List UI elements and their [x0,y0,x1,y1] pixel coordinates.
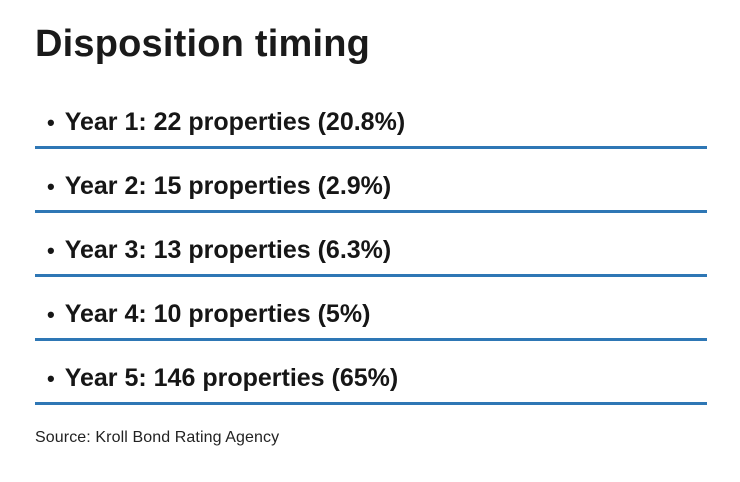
list-item-year-1: • Year 1: 22 properties (20.8%) [35,108,707,149]
list-item-year-2: • Year 2: 15 properties (2.9%) [35,172,707,213]
bullet-icon: • [47,301,55,327]
page-title: Disposition timing [35,23,371,65]
bullet-icon: • [47,237,55,263]
list-item-label: Year 1: 22 properties (20.8%) [64,107,406,136]
list-item-year-5: • Year 5: 146 properties (65%) [35,364,707,405]
bullet-icon: • [47,173,55,199]
list-item-label: Year 4: 10 properties (5%) [64,299,371,328]
disposition-list: • Year 1: 22 properties (20.8%) • Year 2… [35,108,707,405]
list-item-year-3: • Year 3: 13 properties (6.3%) [35,236,707,277]
bullet-icon: • [47,365,55,391]
list-item-label: Year 5: 146 properties (65%) [64,363,399,392]
list-item-year-4: • Year 4: 10 properties (5%) [35,300,707,341]
list-item-label: Year 3: 13 properties (6.3%) [64,235,392,264]
bullet-icon: • [47,109,55,135]
source-attribution: Source: Kroll Bond Rating Agency [35,428,280,446]
list-item-label: Year 2: 15 properties (2.9%) [64,171,392,200]
